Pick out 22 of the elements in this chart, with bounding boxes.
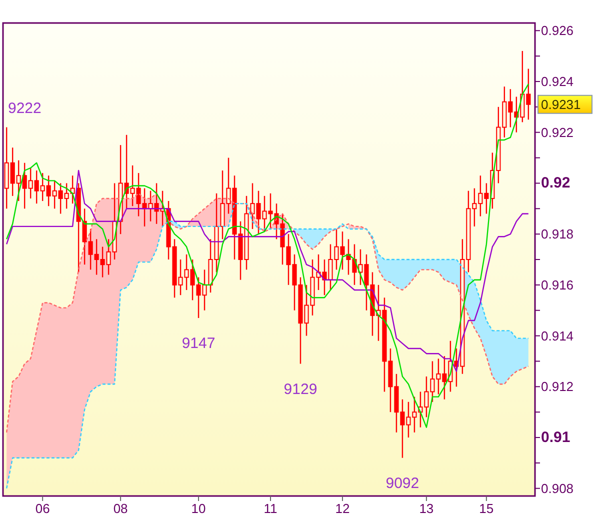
y-tick-label: 0.914: [541, 328, 574, 344]
x-tick-label: 15: [479, 501, 494, 516]
y-tick-label: 0.926: [541, 23, 574, 38]
annotation: 9147: [182, 334, 216, 352]
y-tick-label: 0.9231: [541, 96, 581, 112]
x-tick-label: 12: [335, 501, 350, 516]
x-tick-label: 11: [264, 501, 278, 516]
x-tick-label: 10: [191, 501, 206, 516]
y-tick-label: 0.908: [541, 480, 574, 496]
annotation: 9129: [284, 380, 318, 398]
x-tick-label: 08: [113, 501, 128, 516]
x-tick-label: 13: [419, 501, 434, 516]
y-tick-label: 0.918: [541, 226, 574, 242]
y-tick-label: 0.924: [541, 74, 574, 89]
x-tick-label: 06: [35, 501, 50, 516]
y-tick-label: 0.912: [541, 379, 574, 394]
annotation: 9092: [386, 474, 420, 492]
y-tick-label: 0.916: [541, 277, 574, 292]
annotation: 9222: [8, 100, 42, 117]
y-tick-label: 0.922: [541, 124, 574, 140]
y-tick-label: 0.92: [541, 174, 570, 192]
y-tick-label: 0.91: [541, 429, 570, 446]
